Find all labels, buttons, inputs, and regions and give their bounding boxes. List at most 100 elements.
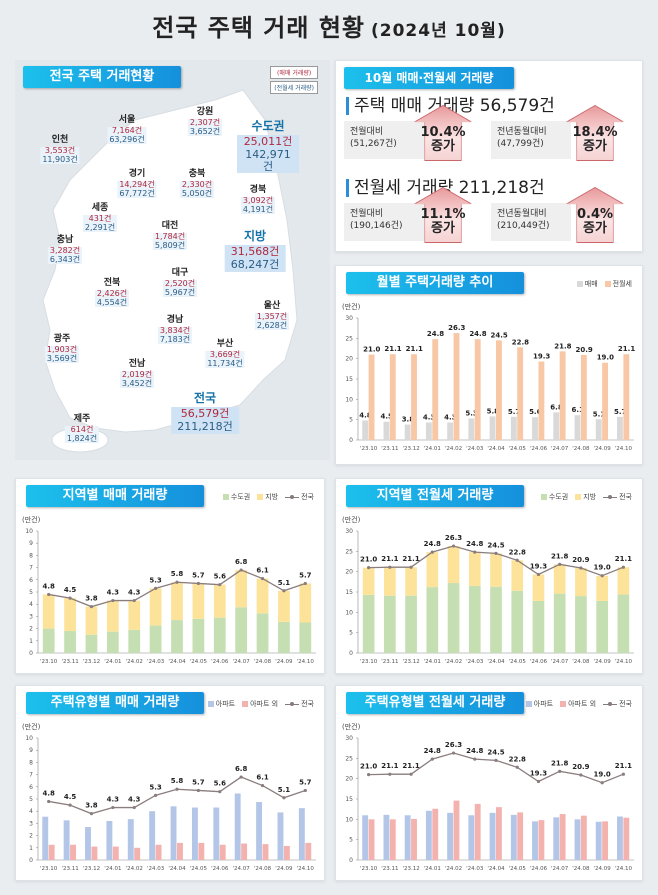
y-tick-label: 9	[29, 540, 33, 547]
bar-수도권	[278, 621, 290, 653]
y-tick-label: 5	[349, 417, 353, 424]
bar-전월세	[432, 339, 439, 440]
region-name: 서울	[118, 115, 136, 125]
data-label: 26.3	[445, 741, 462, 749]
chart-legend: 수도권 지방 전국	[222, 492, 314, 502]
map-legend: (매매 거래량) (전월세 거래량)	[270, 66, 318, 96]
bar-아파트	[468, 815, 475, 860]
bar-아파트	[595, 821, 602, 860]
line-point	[409, 772, 413, 776]
legend-item: 지방	[575, 492, 596, 502]
y-tick-label: 30	[345, 735, 353, 742]
rent-total: 전월세 거래량 211,218건	[346, 179, 545, 197]
x-tick-label: '24.09	[275, 866, 293, 872]
region-sale: 1,903건	[44, 345, 80, 355]
region-sale: 31,568건	[224, 244, 286, 259]
region-rent: 11,903건	[40, 154, 80, 165]
data-label: 5.6	[529, 408, 542, 416]
x-tick-label: '23.10	[40, 866, 58, 872]
data-label: 6.8	[550, 403, 563, 411]
line-point	[68, 803, 72, 807]
line-point	[579, 566, 583, 570]
x-tick-label: '24.04	[168, 866, 186, 872]
region-부산: 부산 3,669건 11,734건	[205, 339, 245, 369]
x-tick-label: '23.12	[402, 659, 419, 665]
bar-아파트	[63, 820, 70, 860]
y-tick-label: 9	[29, 747, 33, 754]
chart-title: 지역별 전월세 거래량	[346, 485, 524, 507]
region-rent: 2,628건	[254, 320, 290, 331]
bar-아파트 외	[368, 819, 375, 860]
y-tick-label: 20	[345, 776, 353, 783]
data-label: 3.8	[402, 416, 415, 424]
bar-지방	[490, 553, 502, 587]
x-tick-label: '24.10	[615, 659, 633, 665]
data-label: 4.8	[359, 411, 372, 419]
bar-아파트 외	[517, 812, 524, 860]
line-point	[260, 576, 265, 581]
chart-title: 지역별 매매 거래량	[26, 485, 204, 507]
region-sale: 3,834건	[157, 326, 193, 336]
region-rent: 5,050건	[179, 188, 215, 199]
data-label: 21.1	[615, 762, 632, 770]
data-label: 22.8	[509, 755, 526, 763]
line-point	[89, 605, 94, 609]
data-label: 21.1	[402, 762, 419, 770]
x-tick-label: '24.10	[297, 866, 315, 872]
data-label: 21.0	[363, 346, 380, 354]
bar-수도권	[85, 634, 98, 653]
data-label: 5.7	[508, 408, 521, 416]
line-point	[536, 779, 541, 784]
bar-수도권	[511, 590, 524, 653]
data-label: 6.1	[256, 774, 269, 782]
bar-아파트 외	[198, 842, 205, 860]
x-tick-label: '24.02	[445, 446, 462, 452]
line-point	[621, 772, 625, 776]
x-tick-label: '23.10	[360, 446, 378, 452]
bar-전월세	[538, 361, 545, 440]
line-point	[89, 812, 94, 816]
region-지방: 지방 31,568건 68,247건	[224, 230, 286, 272]
sale-mom-change: 10.4% 증가	[420, 125, 466, 154]
y-tick-label: 20	[345, 356, 353, 363]
bar-아파트	[191, 807, 198, 860]
region-name: 인천	[51, 135, 69, 145]
x-tick-label: '24.06	[530, 446, 548, 452]
data-label: 5.7	[192, 571, 205, 579]
bar-아파트	[404, 815, 411, 860]
y-tick-label: 10	[345, 816, 353, 823]
chart-svg: (만건) 0 5 10 15 20 25 30 '23.10'23.11 '23.12 '24.01…	[342, 722, 634, 872]
bar-수도권	[106, 631, 119, 653]
region-sale: 7,164건	[107, 127, 147, 136]
region-name: 전북	[103, 278, 121, 288]
y-tick-label: 10	[345, 609, 353, 616]
region-sale: 1,784건	[152, 232, 188, 242]
region-강원: 강원 2,307건 3,652건	[187, 107, 223, 137]
x-tick-label: '24.02	[445, 866, 462, 872]
x-tick-label: '23.11	[61, 659, 78, 665]
region-rent: 142,971건	[237, 148, 299, 174]
line-point	[154, 793, 158, 797]
line-point	[154, 586, 158, 590]
y-tick-label: 6	[29, 577, 33, 584]
y-tick-label: 4	[29, 601, 33, 608]
x-tick-label: '24.08	[254, 866, 272, 872]
region-rent: 3,569건	[44, 353, 80, 364]
bar-수도권	[617, 594, 630, 653]
legend-sale: (매매 거래량)	[270, 66, 318, 79]
bar-지방	[235, 570, 248, 608]
chart-svg: (만건) 0 1 2 3 4 5 6 7 8 9 10 '23.10'23.11 '23.12 '24.01…	[22, 515, 316, 665]
x-tick-label: '24.05	[509, 659, 527, 665]
x-tick-label: '24.08	[572, 659, 590, 665]
y-tick-label: 2	[29, 626, 33, 633]
sale-yoy-prev: (47,799건)	[497, 138, 544, 149]
x-tick-label: '24.01	[104, 659, 121, 665]
sale-yoy-change: 18.4% 증가	[572, 125, 618, 154]
x-tick-label: '24.03	[147, 866, 165, 872]
data-label: 5.6	[214, 780, 227, 788]
bar-지방	[128, 600, 141, 630]
line-point	[430, 757, 434, 761]
line-point	[600, 781, 604, 785]
region-sale: 3,669건	[205, 351, 245, 360]
data-label: 5.7	[299, 571, 312, 579]
